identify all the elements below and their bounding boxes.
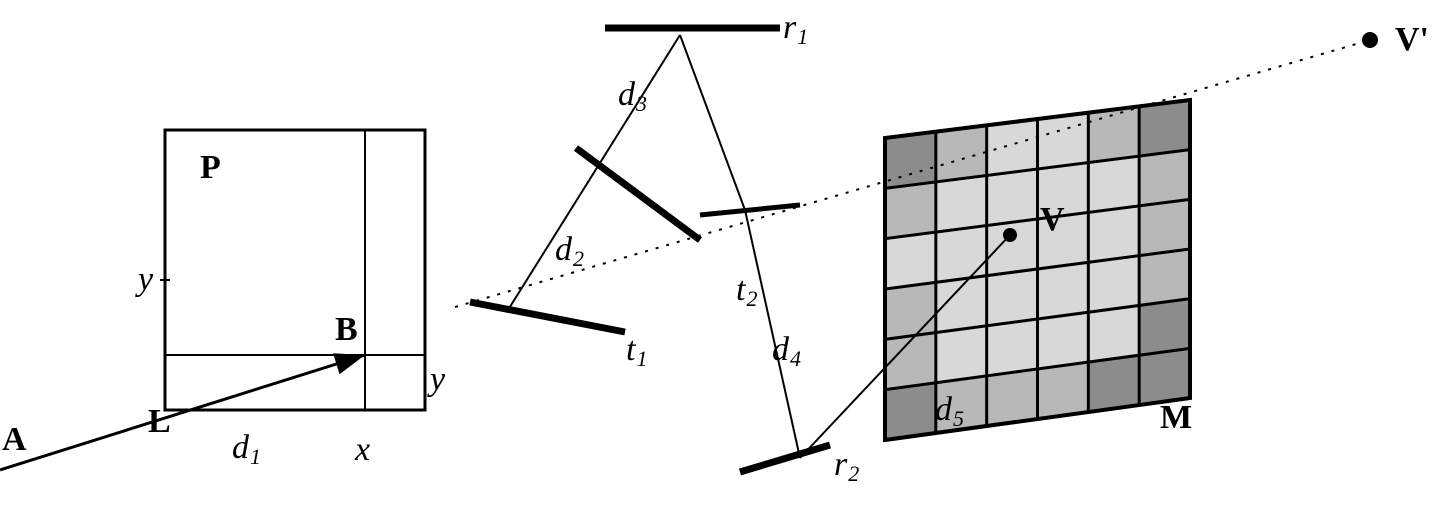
- grid-cell: [936, 276, 987, 333]
- label-t2: t2: [736, 271, 757, 311]
- grid-cell: [1088, 106, 1139, 162]
- label-d1-sub: 1: [250, 444, 261, 469]
- label-r1: r1: [783, 9, 808, 49]
- grid-cell: [1088, 156, 1139, 212]
- grid-cell: [885, 232, 936, 289]
- grid-cell: [987, 369, 1038, 426]
- label-r2-sub: 2: [848, 461, 859, 486]
- arrowhead-B: [333, 353, 365, 374]
- grid-cell: [1038, 113, 1089, 169]
- grid-cell: [1139, 199, 1190, 255]
- label-x_axis: x: [354, 431, 370, 468]
- label-d5-sub: 5: [953, 406, 964, 431]
- grid-cell: [987, 269, 1038, 326]
- diagram-canvas: ALPBxyyd1d2d3d4d5t1t2r1r2MVV': [0, 0, 1440, 512]
- grid-cell: [987, 319, 1038, 376]
- point-V: [1003, 228, 1017, 242]
- label-t1-sub: 1: [636, 346, 647, 371]
- grid-cell: [987, 219, 1038, 276]
- bar-cross: [576, 148, 700, 240]
- grid-cell: [936, 175, 987, 232]
- grid-cell: [1088, 256, 1139, 313]
- grid-cell: [1088, 355, 1139, 412]
- label-d1: d1: [232, 429, 261, 469]
- label-y_left: y: [135, 261, 154, 298]
- ray-AB: [0, 355, 365, 470]
- grid-cell: [1139, 348, 1190, 405]
- grid-cell: [936, 125, 987, 182]
- label-d2-sub: 2: [573, 246, 584, 271]
- point-Vprime: [1362, 32, 1378, 48]
- segment-d2: [508, 35, 680, 310]
- bar-t1: [470, 302, 625, 332]
- label-d3-sub: 3: [635, 91, 647, 116]
- label-A: A: [2, 421, 27, 458]
- grid-cell: [936, 326, 987, 383]
- label-y_right: y: [427, 361, 446, 398]
- grid-cell: [1038, 262, 1089, 319]
- label-Vp: V': [1395, 21, 1429, 58]
- label-t2-sub: 2: [746, 286, 757, 311]
- segment-d3: [680, 35, 745, 210]
- grid-cell: [987, 169, 1038, 226]
- grid-cell: [1139, 100, 1190, 156]
- label-t1: t1: [626, 331, 647, 371]
- label-d4: d4: [772, 331, 801, 371]
- grid-cell: [1139, 299, 1190, 356]
- grid-cell: [1088, 305, 1139, 362]
- label-B: B: [335, 311, 358, 348]
- bar-r2: [740, 445, 830, 472]
- label-M: M: [1160, 399, 1192, 436]
- label-d3: d3: [618, 76, 647, 116]
- label-d4-sub: 4: [790, 346, 801, 371]
- grid-cell: [885, 383, 936, 440]
- label-d2: d2: [555, 231, 584, 271]
- grid-cell: [1139, 249, 1190, 305]
- grid-cell: [1088, 206, 1139, 262]
- label-V: V: [1040, 201, 1065, 238]
- grid-cell: [1139, 150, 1190, 206]
- label-P: P: [200, 149, 221, 186]
- grid-cell: [885, 182, 936, 239]
- label-L: L: [148, 403, 171, 440]
- grid-cell: [885, 132, 936, 189]
- grid-cell: [987, 119, 1038, 175]
- grid-cell: [936, 226, 987, 283]
- labels-layer: ALPBxyyd1d2d3d4d5t1t2r1r2MVV': [2, 9, 1429, 486]
- label-r2: r2: [834, 446, 859, 486]
- label-r1-sub: 1: [797, 24, 808, 49]
- grid-cell: [885, 282, 936, 339]
- grid-cell: [1038, 362, 1089, 419]
- grid-cell: [1038, 312, 1089, 369]
